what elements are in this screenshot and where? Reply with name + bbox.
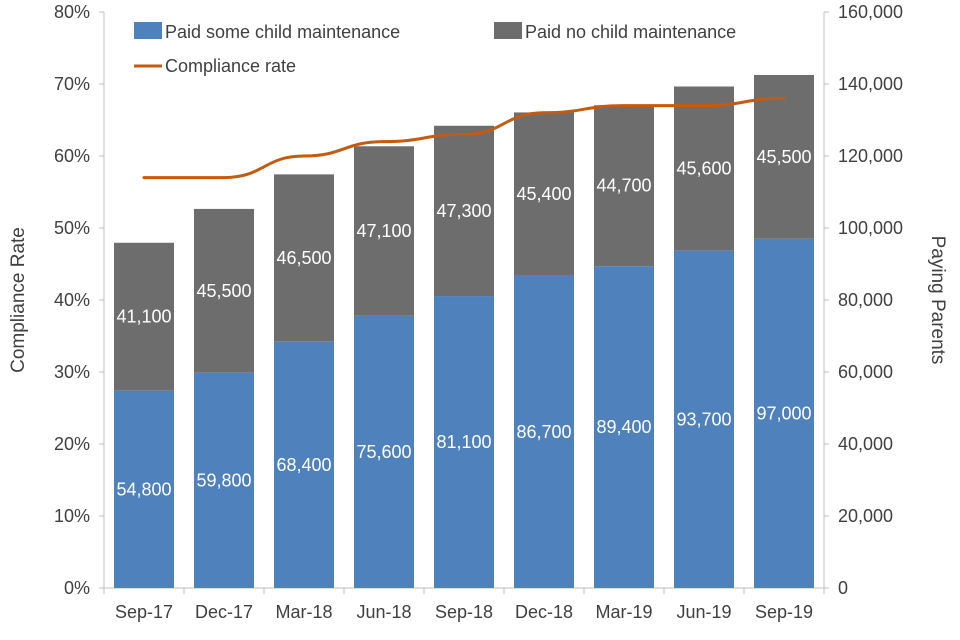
bar-paid-none	[114, 242, 174, 391]
bar-paid-none	[594, 105, 654, 267]
compliance-rate-point	[702, 104, 706, 108]
legend-label-paid-none: Paid no child maintenance	[525, 22, 736, 42]
bar-paid-none	[754, 75, 814, 239]
data-label-paid-some: 93,700	[676, 409, 731, 429]
compliance-rate-point	[302, 154, 306, 158]
bar-paid-none	[674, 86, 734, 251]
bar-paid-none	[514, 112, 574, 276]
bar-paid-some	[274, 341, 334, 588]
y-tick-label-right: 20,000	[838, 506, 893, 526]
bar-paid-none	[194, 208, 254, 373]
bar-paid-some	[194, 372, 254, 588]
x-tick-label: Mar-19	[595, 602, 652, 622]
bar-paid-none	[274, 174, 334, 342]
data-label-paid-some: 81,100	[436, 432, 491, 452]
y-axis-title-left: Compliance Rate	[8, 227, 29, 373]
y-tick-label-left: 30%	[54, 362, 90, 382]
y-tick-label-left: 50%	[54, 218, 90, 238]
bar-paid-none	[434, 125, 494, 297]
legend-label-paid-some: Paid some child maintenance	[165, 22, 400, 42]
x-tick-label: Mar-18	[275, 602, 332, 622]
data-label-paid-some: 97,000	[756, 403, 811, 423]
bar-paid-some	[514, 275, 574, 588]
bar-paid-some	[754, 238, 814, 589]
compliance-rate-point	[142, 176, 146, 180]
y-tick-label-right: 40,000	[838, 434, 893, 454]
legend-label-compliance: Compliance rate	[165, 56, 296, 76]
x-tick-label: Dec-17	[195, 602, 253, 622]
x-tick-label: Sep-17	[115, 602, 173, 622]
compliance-rate-point	[622, 104, 626, 108]
compliance-rate-point	[462, 132, 466, 136]
y-tick-label-right: 160,000	[838, 2, 903, 22]
y-tick-label-left: 60%	[54, 146, 90, 166]
bar-paid-none	[354, 146, 414, 316]
data-label-paid-none: 44,700	[596, 176, 651, 196]
y-tick-label-right: 120,000	[838, 146, 903, 166]
data-label-paid-some: 54,800	[116, 479, 171, 499]
y-tick-label-left: 40%	[54, 290, 90, 310]
data-label-paid-some: 86,700	[516, 422, 571, 442]
y-tick-label-right: 0	[838, 578, 848, 598]
x-tick-label: Jun-19	[676, 602, 731, 622]
bar-paid-some	[434, 296, 494, 588]
data-label-paid-none: 45,400	[516, 184, 571, 204]
data-label-paid-none: 47,100	[356, 221, 411, 241]
x-tick-label: Sep-19	[755, 602, 813, 622]
x-tick-label: Jun-18	[356, 602, 411, 622]
y-tick-label-right: 100,000	[838, 218, 903, 238]
y-tick-label-left: 10%	[54, 506, 90, 526]
data-label-paid-none: 41,100	[116, 307, 171, 327]
y-tick-label-left: 70%	[54, 74, 90, 94]
bar-paid-some	[594, 266, 654, 588]
bar-paid-some	[114, 390, 174, 588]
data-label-paid-none: 45,500	[756, 147, 811, 167]
y-tick-label-left: 80%	[54, 2, 90, 22]
data-label-paid-none: 46,500	[276, 248, 331, 268]
y-tick-label-right: 140,000	[838, 74, 903, 94]
compliance-rate-point	[382, 140, 386, 144]
legend-swatch-paid-none	[494, 22, 522, 39]
bar-paid-some	[354, 315, 414, 588]
x-tick-label: Dec-18	[515, 602, 573, 622]
data-label-paid-none: 45,600	[676, 159, 731, 179]
bar-paid-some	[674, 250, 734, 588]
compliance-rate-point	[782, 96, 786, 100]
compliance-rate-point	[542, 111, 546, 115]
data-label-paid-some: 68,400	[276, 455, 331, 475]
data-label-paid-some: 59,800	[196, 470, 251, 490]
y-tick-label-right: 60,000	[838, 362, 893, 382]
x-tick-label: Sep-18	[435, 602, 493, 622]
legend-swatch-paid-some	[134, 22, 162, 39]
y-tick-label-left: 20%	[54, 434, 90, 454]
data-label-paid-some: 75,600	[356, 442, 411, 462]
compliance-rate-point	[222, 176, 226, 180]
y-tick-label-right: 80,000	[838, 290, 893, 310]
y-tick-label-left: 0%	[64, 578, 90, 598]
data-label-paid-none: 45,500	[196, 281, 251, 301]
legend: Paid some child maintenance Paid no chil…	[134, 22, 736, 76]
data-label-paid-none: 47,300	[436, 201, 491, 221]
y-axis-title-right: Paying Parents	[927, 236, 948, 365]
data-label-paid-some: 89,400	[596, 417, 651, 437]
